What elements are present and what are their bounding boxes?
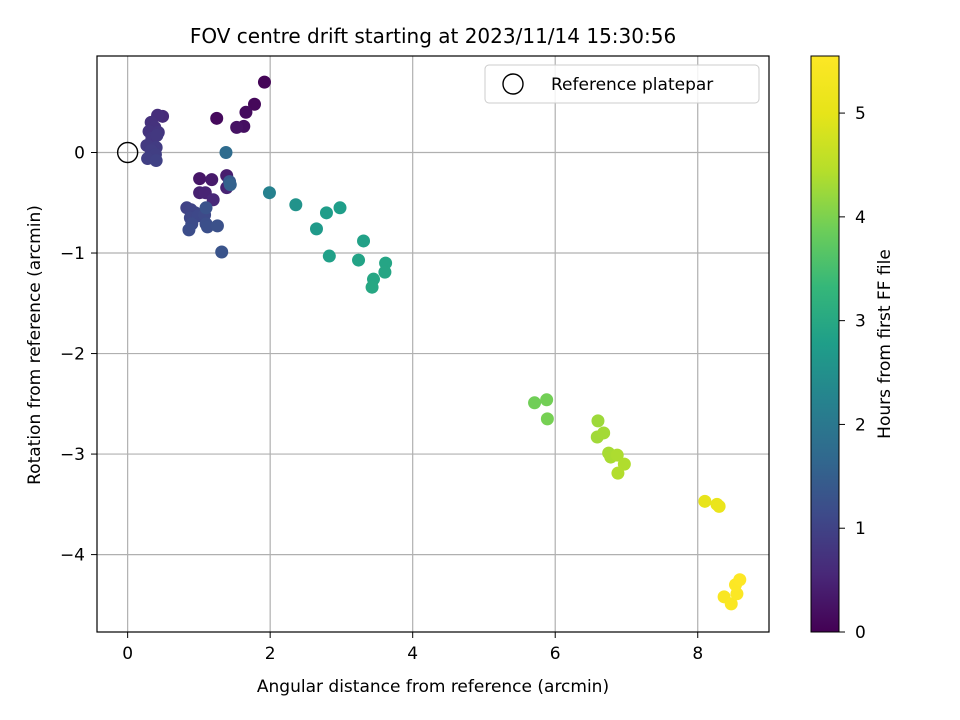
legend-label-reference: Reference platepar [551,75,713,95]
data-point-37 [210,219,224,233]
data-point-36 [200,220,214,234]
data-point-56 [540,393,554,407]
data-point-42 [219,146,233,160]
y-tick-label-2: −2 [60,345,85,365]
data-point-45 [319,206,333,220]
data-point-4 [230,120,244,134]
data-point-20 [150,128,164,142]
data-point-63 [610,448,624,462]
data-point-46 [333,201,347,215]
y-tick-label-4: −4 [60,546,85,566]
data-point-38 [199,201,213,215]
data-point-7 [205,173,219,187]
legend-marker-reference [502,73,524,95]
colorbar-tick-label-3: 3 [855,312,866,332]
x-tick-label-0: 0 [122,644,133,664]
data-point-52 [378,265,392,279]
data-point-65 [611,466,625,480]
data-point-44 [289,198,303,212]
colorbar-gradient [810,55,840,633]
data-point-26 [149,154,163,168]
data-point-55 [528,396,542,410]
data-point-54 [365,280,379,294]
y-axis-label: Rotation from reference (arcmin) [25,205,45,485]
data-point-6 [193,172,207,186]
x-tick-label-1: 2 [265,644,276,664]
data-point-68 [712,499,726,513]
plot-frame [96,55,770,633]
scatter-points [116,75,747,611]
x-tick-label-3: 6 [550,644,561,664]
grid-lines [97,56,769,632]
data-point-49 [357,234,371,248]
data-point-60 [597,426,611,440]
data-point-2 [239,105,253,119]
y-tick-label-1: −1 [60,244,85,264]
data-point-64 [617,457,631,471]
colorbar-ticks: 0 1 2 3 4 5 [839,104,866,643]
y-tick-label-0: 0 [74,144,85,164]
colorbar-tick-label-1: 1 [855,519,866,539]
data-point-43 [262,186,276,200]
data-point-47 [309,222,323,236]
colorbar-tick-label-4: 4 [855,208,866,228]
y-tick-label-3: −3 [60,445,85,465]
data-point-0 [257,75,271,89]
legend: Reference platepar [484,64,760,104]
plot-axes [96,55,770,633]
x-tick-label-4: 8 [692,644,703,664]
data-point-34 [182,223,196,237]
tick-marks: 0 2 4 6 8 0 −1 −2 −3 −4 [60,144,703,664]
data-point-50 [352,253,366,267]
x-axis-label: Angular distance from reference (arcmin) [257,677,609,697]
data-point-48 [322,249,336,263]
colorbar [810,55,840,633]
reference-marker [116,141,139,164]
colorbar-tick-label-0: 0 [855,623,866,643]
colorbar-tick-label-5: 5 [855,104,866,124]
data-point-66 [698,494,712,508]
data-point-58 [591,414,605,428]
data-point-41 [223,178,237,192]
chart-title: FOV centre drift starting at 2023/11/14 … [190,24,676,48]
colorbar-label: Hours from first FF file [875,249,895,439]
legend-box [484,64,760,104]
colorbar-tick-label-2: 2 [855,415,866,435]
data-point-70 [724,597,738,611]
x-tick-label-2: 4 [407,644,418,664]
data-point-5 [210,111,224,125]
data-point-39 [215,245,229,259]
data-point-73 [733,573,747,587]
data-point-57 [540,412,554,426]
data-point-1 [247,97,261,111]
